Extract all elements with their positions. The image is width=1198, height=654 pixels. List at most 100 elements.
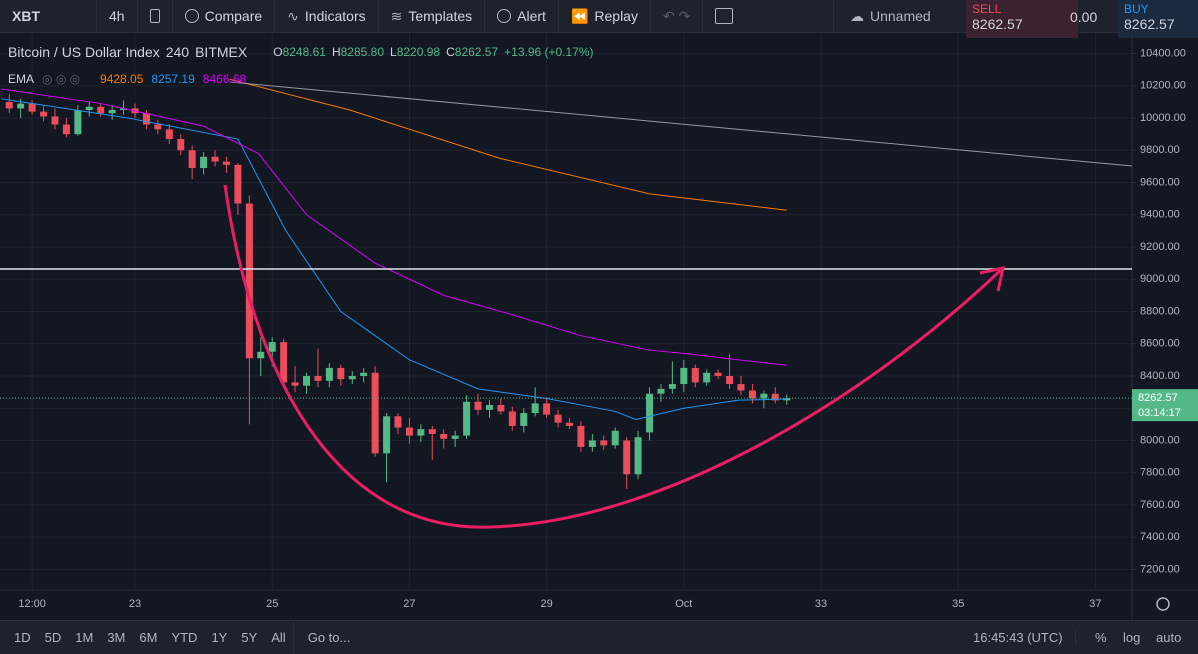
candle-body xyxy=(394,416,402,428)
chart: 7200.007400.007600.007800.008000.008200.… xyxy=(0,33,1198,620)
compare-label: Compare xyxy=(204,8,263,24)
range-button[interactable]: 3M xyxy=(107,630,126,645)
candle-body xyxy=(508,411,516,426)
candle-body xyxy=(165,129,173,140)
range-button[interactable]: 1Y xyxy=(211,630,228,645)
layout-button[interactable]: ☁ Unnamed xyxy=(838,0,975,32)
y-tick-label: 10000.00 xyxy=(1140,112,1186,124)
y-tick-label: 7800.00 xyxy=(1140,467,1180,479)
auto-button[interactable]: auto xyxy=(1156,630,1182,645)
interval-button[interactable]: 4h xyxy=(97,0,138,32)
x-tick-label: 37 xyxy=(1089,598,1101,610)
templates-button[interactable]: ≋ Templates xyxy=(379,0,486,32)
legend-interval: 240 xyxy=(165,44,190,60)
replay-label: Replay xyxy=(594,8,638,24)
candle-body xyxy=(97,106,105,114)
candle-body xyxy=(142,113,150,125)
buy-button[interactable]: BUY 8262.57 xyxy=(1118,0,1198,38)
y-tick-label: 10200.00 xyxy=(1140,80,1186,92)
ema-legend: EMA ◎ ◎ ◎ 9428.05 8257.19 8466.68 xyxy=(8,72,246,86)
alert-button[interactable]: Alert xyxy=(485,0,559,32)
range-button[interactable]: 1M xyxy=(75,630,94,645)
range-button[interactable]: 5Y xyxy=(241,630,258,645)
candle-body xyxy=(520,413,528,426)
candle-body xyxy=(303,375,311,386)
sell-label: SELL xyxy=(972,2,1002,16)
candle-body xyxy=(417,429,425,436)
candle-body xyxy=(554,414,562,423)
y-tick-label: 8600.00 xyxy=(1140,338,1180,350)
symbol-name: Bitcoin / US Dollar Index xyxy=(8,44,160,60)
goto-button[interactable]: Go to... xyxy=(307,630,351,645)
candle-body xyxy=(257,351,265,359)
range-button[interactable]: 5D xyxy=(44,630,62,645)
settings-icon[interactable] xyxy=(1156,597,1170,611)
candle-body xyxy=(646,393,654,433)
range-button[interactable]: 6M xyxy=(139,630,158,645)
candle-body xyxy=(726,375,734,385)
x-tick-label: 29 xyxy=(540,598,552,610)
ema-line xyxy=(1,88,787,366)
candle-body xyxy=(703,372,711,383)
candle-body xyxy=(680,367,688,385)
grid xyxy=(0,33,1132,590)
candle-body xyxy=(348,375,356,380)
y-tick-label: 9200.00 xyxy=(1140,241,1180,253)
candle-body xyxy=(577,425,585,447)
compare-button[interactable]: Compare xyxy=(173,0,276,32)
marks xyxy=(0,78,1132,489)
legend-exchange: BITMEX xyxy=(195,44,248,60)
replay-button[interactable]: ⏪ Replay xyxy=(559,0,651,32)
candle-body xyxy=(405,427,413,436)
x-tick-label: 33 xyxy=(815,598,827,610)
log-button[interactable]: log xyxy=(1123,630,1141,645)
range-button[interactable]: 1D xyxy=(14,630,31,645)
candle-body xyxy=(748,390,756,399)
y-tick-label: 9600.00 xyxy=(1140,176,1180,188)
candle-body xyxy=(760,393,768,399)
y-tick-label: 9400.00 xyxy=(1140,209,1180,221)
trend-line-drawing xyxy=(229,81,1133,167)
curve-arrow-drawing xyxy=(223,184,1004,529)
range-button[interactable]: YTD xyxy=(171,630,198,645)
candle-body xyxy=(668,384,676,389)
candle-body xyxy=(771,393,779,401)
candle-body xyxy=(428,429,436,435)
legend: Bitcoin / US Dollar Index 240 BITMEX O 82… xyxy=(8,44,594,60)
candle-body xyxy=(611,430,619,446)
undo-redo[interactable]: ↶ ↷ xyxy=(651,0,704,32)
low-key: L xyxy=(390,45,397,59)
indicators-icon: ∿ xyxy=(287,7,299,24)
low-value: 8220.98 xyxy=(396,45,441,59)
range-buttons: 1D 5D 1M 3M 6M YTD 1Y 5Y All xyxy=(0,621,294,654)
high-value: 8285.80 xyxy=(340,45,385,59)
candle-body xyxy=(600,440,608,446)
change-value: +13.96 (+0.17%) xyxy=(504,45,594,59)
bottom-toolbar: 1D 5D 1M 3M 6M YTD 1Y 5Y All Go to... 16:45:43 (… xyxy=(0,620,1198,654)
layout-label: Unnamed xyxy=(870,8,931,24)
indicators-label: Indicators xyxy=(304,8,366,24)
square-icon xyxy=(715,8,734,24)
cloud-icon: ☁ xyxy=(850,7,864,24)
candle-body xyxy=(17,103,25,109)
candle-body xyxy=(51,116,59,125)
candle-body xyxy=(657,388,665,394)
y-tick-label: 7200.00 xyxy=(1140,563,1180,575)
y-tick-label: 7600.00 xyxy=(1140,499,1180,511)
range-button[interactable]: All xyxy=(271,630,286,645)
y-tick-label: 8400.00 xyxy=(1140,370,1180,382)
chart-type-button[interactable] xyxy=(138,0,173,32)
y-tick-label: 9800.00 xyxy=(1140,144,1180,156)
candle-body xyxy=(314,375,322,381)
symbol-search[interactable]: XBT xyxy=(0,0,97,32)
templates-label: Templates xyxy=(408,8,473,24)
fullscreen-button[interactable] xyxy=(703,0,835,32)
candle-body xyxy=(40,111,48,117)
close-value: 8262.57 xyxy=(454,45,499,59)
candle-body xyxy=(177,139,185,151)
percent-button[interactable]: % xyxy=(1095,630,1107,645)
sell-button[interactable]: SELL 8262.57 xyxy=(966,0,1078,38)
x-tick-label: 12:00 xyxy=(18,598,46,610)
candle-body xyxy=(691,367,699,383)
indicators-button[interactable]: ∿ Indicators xyxy=(275,0,379,32)
